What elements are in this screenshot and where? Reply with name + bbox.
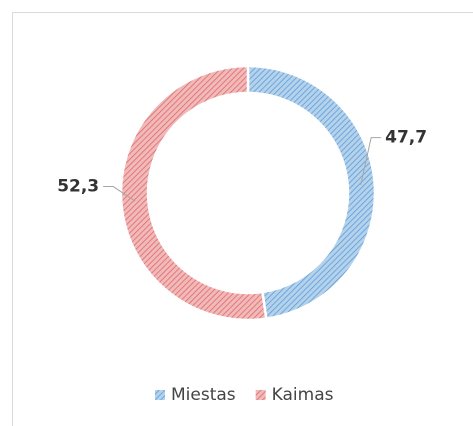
legend-label: Miestas <box>171 385 236 405</box>
leader-line <box>360 137 382 185</box>
legend-swatch <box>255 390 266 400</box>
leader-line <box>103 186 136 202</box>
donut-slice <box>246 64 377 321</box>
data-label: 52,3 <box>57 177 99 197</box>
donut-slice <box>119 64 268 322</box>
legend-swatch <box>155 390 165 400</box>
data-label: 47,7 <box>385 128 427 148</box>
legend-label: Kaimas <box>272 385 334 405</box>
